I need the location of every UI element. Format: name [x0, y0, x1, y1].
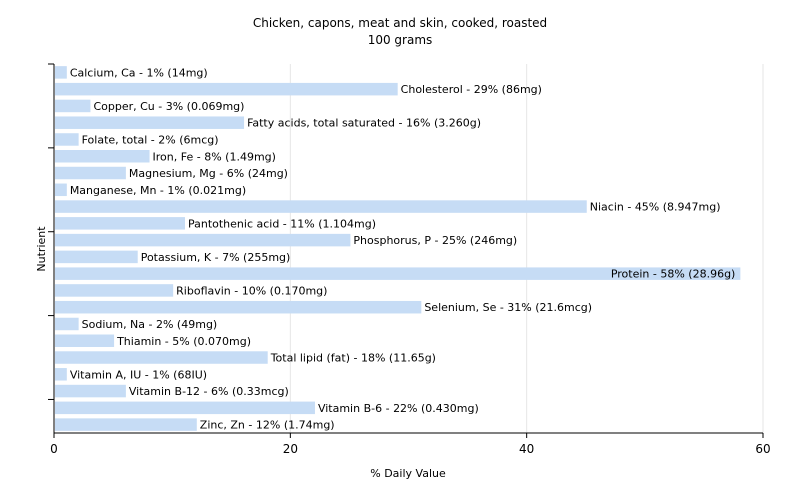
x-tick-label-40: 40	[519, 442, 534, 456]
bar-label-11: Potassium, K - 7% (255mg)	[141, 251, 291, 264]
x-tick-label-60: 60	[755, 442, 770, 456]
bar-7	[55, 183, 67, 197]
bar-label-5: Iron, Fe - 8% (1.49mg)	[153, 150, 276, 163]
x-tick-label-20: 20	[283, 442, 298, 456]
bar-label-9: Pantothenic acid - 11% (1.104mg)	[188, 217, 376, 230]
bar-5	[55, 150, 150, 163]
bar-17	[55, 351, 268, 364]
bar-label-12: Protein - 58% (28.96g)	[611, 268, 736, 281]
bar-label-15: Sodium, Na - 2% (49mg)	[82, 318, 218, 331]
bar-18	[55, 368, 67, 381]
bar-9	[55, 217, 185, 230]
chart-subtitle: 100 grams	[368, 33, 433, 47]
bar-label-2: Copper, Cu - 3% (0.069mg)	[93, 100, 244, 113]
bar-1	[55, 82, 398, 96]
bar-6	[55, 166, 126, 180]
bar-label-13: Riboflavin - 10% (0.170mg)	[176, 284, 327, 297]
y-axis-title: Nutrient	[35, 226, 48, 272]
axes: 0 20 40 60	[48, 63, 771, 456]
bar-4	[55, 133, 79, 146]
bar-label-8: Niacin - 45% (8.947mg)	[590, 201, 721, 214]
bar-label-14: Selenium, Se - 31% (21.6mcg)	[424, 301, 592, 314]
bar-label-20: Vitamin B-6 - 22% (0.430mg)	[318, 402, 479, 415]
bar-12	[55, 267, 741, 280]
bar-label-21: Zinc, Zn - 12% (1.74mg)	[200, 419, 335, 432]
bar-label-4: Folate, total - 2% (6mcg)	[82, 133, 219, 146]
bar-0	[55, 66, 67, 79]
bar-label-10: Phosphorus, P - 25% (246mg)	[353, 234, 517, 247]
bar-21	[55, 418, 197, 431]
bar-19	[55, 384, 126, 398]
bar-16	[55, 334, 115, 347]
bars: Calcium, Ca - 1% (14mg) Cholesterol - 29%…	[55, 66, 741, 432]
bar-20	[55, 401, 315, 415]
bar-label-16: Thiamin - 5% (0.070mg)	[116, 335, 251, 348]
chart-title: Chicken, capons, meat and skin, cooked, …	[253, 16, 547, 30]
bar-15	[55, 317, 79, 331]
bar-label-1: Cholesterol - 29% (86mg)	[401, 83, 542, 96]
bar-10	[55, 233, 351, 247]
bar-11	[55, 250, 138, 264]
x-axis-title: % Daily Value	[370, 467, 446, 480]
bar-label-17: Total lipid (fat) - 18% (11.65g)	[270, 352, 436, 365]
bar-label-7: Manganese, Mn - 1% (0.021mg)	[70, 184, 246, 197]
x-tick-label-0: 0	[50, 442, 58, 456]
bar-label-19: Vitamin B-12 - 6% (0.33mcg)	[129, 385, 289, 398]
bar-2	[55, 99, 91, 113]
bar-label-0: Calcium, Ca - 1% (14mg)	[70, 66, 208, 79]
bar-label-3: Fatty acids, total saturated - 16% (3.26…	[247, 117, 481, 130]
bar-14	[55, 300, 422, 314]
bar-3	[55, 116, 245, 129]
bar-8	[55, 200, 587, 213]
bar-label-18: Vitamin A, IU - 1% (68IU)	[70, 368, 207, 381]
bar-label-6: Magnesium, Mg - 6% (24mg)	[129, 167, 288, 180]
bar-13	[55, 284, 174, 297]
